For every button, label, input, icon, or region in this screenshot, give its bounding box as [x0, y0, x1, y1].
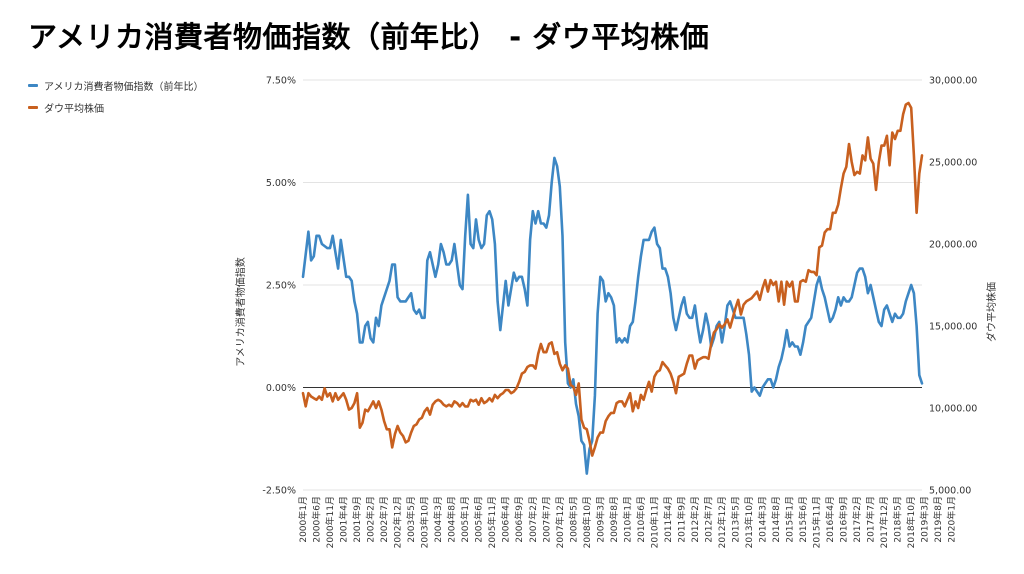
- left-axis-title: アメリカ消費者物価指数: [234, 257, 247, 367]
- x-tick-label: 2000年6月: [311, 496, 323, 543]
- x-tick-label: 2009年8月: [608, 496, 620, 543]
- x-tick-label: 2013年5月: [729, 496, 741, 543]
- x-tick-label: 2015年1月: [784, 496, 796, 543]
- right-tick-label: 30,000.00: [929, 76, 977, 87]
- x-tick-label: 2013年10月: [743, 496, 755, 548]
- x-tick-label: 2019年3月: [919, 496, 931, 543]
- x-tick-label: 2008年10月: [581, 496, 593, 548]
- x-tick-label: 2007年12月: [554, 496, 566, 548]
- x-tick-label: 2000年1月: [297, 496, 309, 543]
- legend-item-cpi[interactable]: アメリカ消費者物価指数（前年比）: [28, 74, 204, 96]
- x-tick-label: 2007年7月: [540, 496, 552, 543]
- legend-swatch-dow: [28, 105, 38, 109]
- x-tick-label: 2012年7月: [702, 496, 714, 543]
- x-tick-label: 2017年7月: [865, 496, 877, 543]
- left-tick-label: -2.50%: [262, 486, 296, 497]
- x-tick-label: 2020年1月: [946, 496, 958, 543]
- gridlines: [303, 79, 922, 491]
- x-tick-label: 2016年9月: [838, 496, 850, 543]
- x-tick-label: 2001年4月: [338, 496, 350, 543]
- x-tick-label: 2005年6月: [473, 496, 485, 543]
- x-tick-label: 2004年8月: [446, 496, 458, 543]
- x-tick-label: 2014年8月: [770, 496, 782, 543]
- series-line-cpi[interactable]: [301, 156, 924, 475]
- right-tick-label: 5,000.00: [929, 486, 971, 497]
- legend-label-cpi: アメリカ消費者物価指数（前年比）: [44, 81, 204, 93]
- right-tick-label: 10,000.00: [929, 404, 977, 415]
- chart-title: アメリカ消費者物価指数（前年比） - ダウ平均株価: [28, 20, 710, 54]
- x-tick-label: 2019年8月: [932, 496, 944, 543]
- x-tick-label: 2018年5月: [892, 496, 904, 543]
- x-tick-label: 2011年4月: [662, 496, 674, 543]
- legend-swatch-cpi: [28, 83, 38, 87]
- x-tick-label: 2003年10月: [419, 496, 431, 548]
- x-tick-label: 2005年1月: [459, 496, 471, 543]
- right-tick-label: 25,000.00: [929, 158, 977, 169]
- x-tick-label: 2015年6月: [797, 496, 809, 543]
- x-tick-label: 2003年5月: [405, 496, 417, 543]
- x-tick-label: 2005年11月: [486, 496, 498, 548]
- left-tick-label: 5.00%: [266, 178, 296, 189]
- x-axis-tick-labels: 2000年1月 2000年6月 2000年11月 2001年4月 2001年9月 2002…: [297, 496, 958, 548]
- x-tick-label: 2018年10月: [905, 496, 917, 548]
- right-axis-title: ダウ平均株価: [985, 282, 998, 342]
- x-tick-label: 2002年7月: [378, 496, 390, 543]
- x-tick-label: 2011年9月: [675, 496, 687, 543]
- x-tick-label: 2014年3月: [757, 496, 769, 543]
- legend-label-dow: ダウ平均株価: [44, 103, 104, 115]
- x-tick-label: 2009年3月: [594, 496, 606, 543]
- x-tick-label: 2007年2月: [527, 496, 539, 543]
- series-line-dow[interactable]: [301, 101, 924, 457]
- x-tick-label: 2002年2月: [365, 496, 377, 543]
- x-tick-label: 2015年11月: [811, 496, 823, 548]
- x-tick-label: 2017年2月: [851, 496, 863, 543]
- x-tick-label: 2004年3月: [432, 496, 444, 543]
- legend-item-dow[interactable]: ダウ平均株価: [28, 96, 204, 118]
- legend: アメリカ消費者物価指数（前年比） ダウ平均株価: [28, 74, 204, 118]
- x-tick-label: 2008年5月: [567, 496, 579, 543]
- x-tick-label: 2010年1月: [621, 496, 633, 543]
- x-tick-label: 2016年4月: [824, 496, 836, 543]
- left-axis-tick-labels: -2.50% 0.00% 2.50% 5.00% 7.50%: [262, 76, 296, 497]
- x-tick-label: 2001年9月: [351, 496, 363, 543]
- right-axis-tick-labels: 5,000.00 10,000.00 15,000.00 20,000.00 25,00…: [929, 76, 977, 497]
- x-tick-label: 2010年6月: [635, 496, 647, 543]
- x-tick-label: 2012年12月: [716, 496, 728, 548]
- x-tick-label: 2012年2月: [689, 496, 701, 543]
- x-tick-label: 2006年4月: [500, 496, 512, 543]
- x-tick-label: 2002年12月: [392, 496, 404, 548]
- x-tick-label: 2006年9月: [513, 496, 525, 543]
- series-lines: [301, 101, 924, 475]
- left-tick-label: 0.00%: [266, 383, 296, 394]
- left-tick-label: 7.50%: [266, 76, 296, 87]
- x-tick-label: 2017年12月: [878, 496, 890, 548]
- x-tick-label: 2010年11月: [648, 496, 660, 548]
- x-tick-label: 2000年11月: [324, 496, 336, 548]
- left-tick-label: 2.50%: [266, 281, 296, 292]
- right-tick-label: 20,000.00: [929, 240, 977, 251]
- right-tick-label: 15,000.00: [929, 322, 977, 333]
